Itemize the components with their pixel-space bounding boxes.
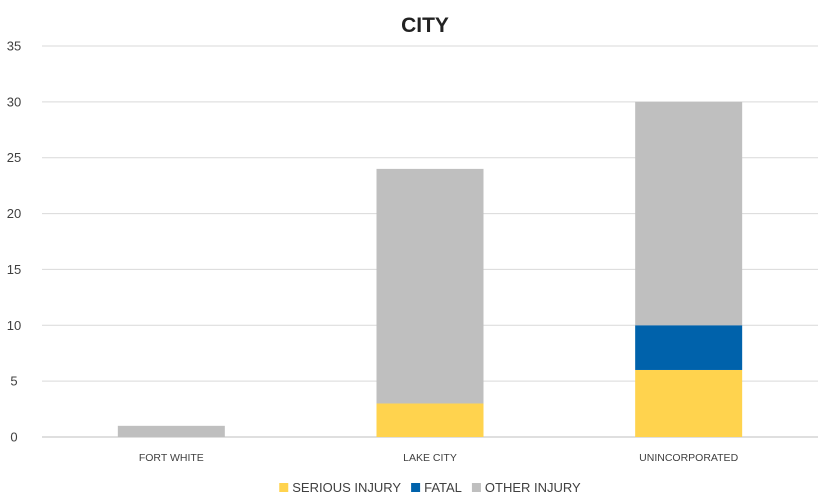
y-axis-ticks: 0 5 10 15 20 25 30 35 [7,39,21,445]
x-axis-categories: FORT WHITE LAKE CITY UNINCORPORATED [139,452,739,464]
x-category-label: UNINCORPORATED [639,452,738,464]
bar-segment-other-injury [376,168,484,404]
bar-segment-other-injury [635,101,743,326]
legend-label: OTHER INJURY [485,480,581,495]
legend-swatch [411,483,421,492]
y-tick-label: 25 [7,150,21,165]
legend-label: SERIOUS INJURY [292,480,401,495]
legend-item: FATAL [411,480,462,495]
x-category-label: LAKE CITY [403,452,457,464]
legend-swatch [471,483,481,492]
chart-title: CITY [401,14,449,37]
bar-segment-serious-injury [635,369,743,437]
legend-swatch [279,483,289,492]
y-tick-label: 15 [7,262,21,277]
y-tick-label: 5 [10,374,17,389]
x-category-label: FORT WHITE [139,452,204,464]
bar-segment-fatal [635,325,743,370]
bars [117,101,743,437]
bar-segment-other-injury [117,425,225,437]
y-tick-label: 0 [10,430,17,445]
legend: SERIOUS INJURY FATAL OTHER INJURY [279,480,581,495]
legend-item: SERIOUS INJURY [279,480,401,495]
legend-label: FATAL [424,480,462,495]
y-tick-label: 20 [7,206,21,221]
y-tick-label: 10 [7,318,21,333]
y-tick-label: 30 [7,94,21,109]
y-tick-label: 35 [7,39,21,54]
legend-item: OTHER INJURY [471,480,581,495]
bar-segment-serious-injury [376,403,484,437]
